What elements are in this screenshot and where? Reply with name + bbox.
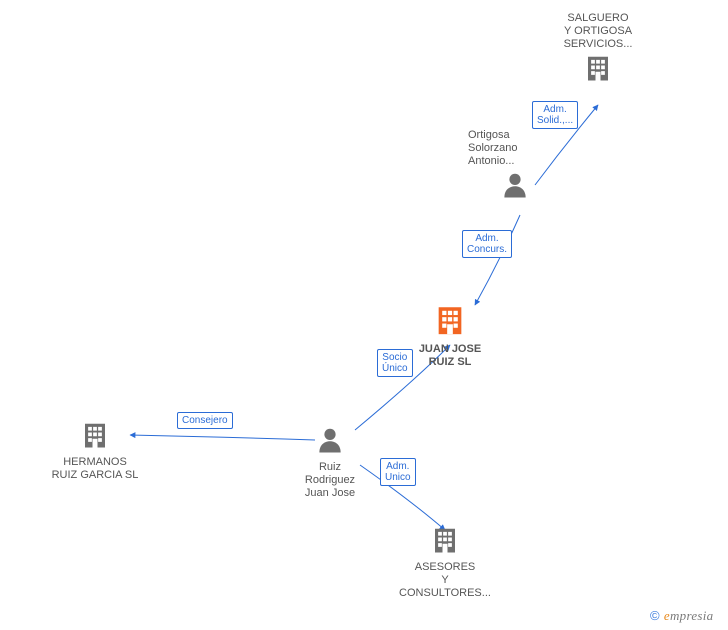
watermark: ©empresia: [650, 608, 713, 624]
node-hermanos[interactable]: HERMANOS RUIZ GARCIA SL: [30, 420, 160, 482]
building-icon: [80, 420, 110, 454]
node-asesores[interactable]: ASESORES Y CONSULTORES...: [380, 525, 510, 600]
node-ruiz[interactable]: Ruiz Rodriguez Juan Jose: [275, 425, 385, 500]
node-label: Ruiz Rodriguez Juan Jose: [275, 461, 385, 500]
edge-label-ruiz-hermanos: Consejero: [177, 412, 233, 429]
node-label: ASESORES Y CONSULTORES...: [380, 561, 510, 600]
building-icon: [433, 303, 467, 341]
person-icon: [315, 425, 345, 459]
person-icon: [460, 170, 570, 204]
edges-layer: [0, 0, 728, 630]
node-label: SALGUERO Y ORTIGOSA SERVICIOS...: [538, 12, 658, 51]
diagram-canvas: SALGUERO Y ORTIGOSA SERVICIOS... Ortigos…: [0, 0, 728, 630]
building-icon: [583, 53, 613, 87]
edge-label-ruiz-asesores: Adm. Unico: [380, 458, 416, 486]
node-salguero[interactable]: SALGUERO Y ORTIGOSA SERVICIOS...: [538, 10, 658, 87]
edge-label-ruiz-juanjose: Socio Único: [377, 349, 413, 377]
building-icon: [430, 525, 460, 559]
copyright-symbol: ©: [650, 608, 660, 623]
edge-ortigosa-juanjose: [475, 215, 520, 305]
node-label: Ortigosa Solorzano Antonio...: [468, 129, 570, 168]
edge-label-ortigosa-juanjose: Adm. Concurs.: [462, 230, 512, 258]
node-label: HERMANOS RUIZ GARCIA SL: [30, 456, 160, 482]
edge-label-ortigosa-salguero: Adm. Solid.,...: [532, 101, 578, 129]
brand-rest: mpresia: [670, 608, 714, 623]
node-ortigosa[interactable]: Ortigosa Solorzano Antonio...: [460, 127, 570, 204]
